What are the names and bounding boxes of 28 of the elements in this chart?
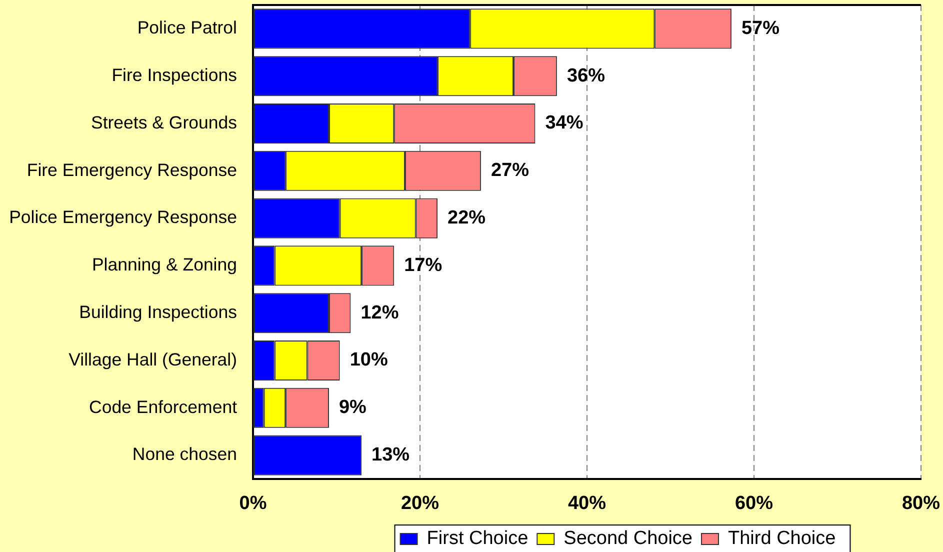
- y-tick-label: Planning & Zoning: [92, 254, 237, 275]
- x-tick-label: 0%: [239, 493, 267, 514]
- y-tick-label: Police Emergency Response: [9, 207, 238, 228]
- total-label: 9%: [338, 397, 367, 418]
- legend-label: Second Choice: [564, 528, 693, 550]
- y-tick-label: Code Enforcement: [89, 396, 238, 417]
- y-tick-label: Police Patrol: [137, 18, 237, 38]
- x-tick-label: 20%: [400, 493, 440, 514]
- y-tick-label: Village Hall (General): [68, 349, 237, 370]
- x-tick-label: 60%: [734, 493, 774, 514]
- x-tick-label: 80%: [902, 493, 940, 514]
- total-label: 27%: [490, 160, 530, 182]
- total-label: 10%: [350, 350, 388, 371]
- legend-label: First Choice: [426, 528, 528, 550]
- total-label: 57%: [741, 18, 780, 39]
- total-label: 13%: [372, 444, 410, 466]
- x-tick-label: 40%: [568, 493, 606, 514]
- total-label: 36%: [566, 65, 606, 86]
- y-tick-label: Fire Inspections: [112, 64, 238, 85]
- y-tick-label: Fire Emergency Response: [26, 160, 238, 180]
- y-tick-label: None chosen: [132, 444, 237, 464]
- y-tick-label: Streets & Grounds: [90, 112, 238, 132]
- total-label: 12%: [360, 302, 399, 324]
- legend-label: Third Choice: [728, 528, 836, 550]
- total-label: 34%: [545, 112, 584, 134]
- total-label: 22%: [448, 208, 486, 229]
- total-label: 17%: [404, 254, 442, 276]
- y-tick-label: Building Inspections: [79, 302, 238, 322]
